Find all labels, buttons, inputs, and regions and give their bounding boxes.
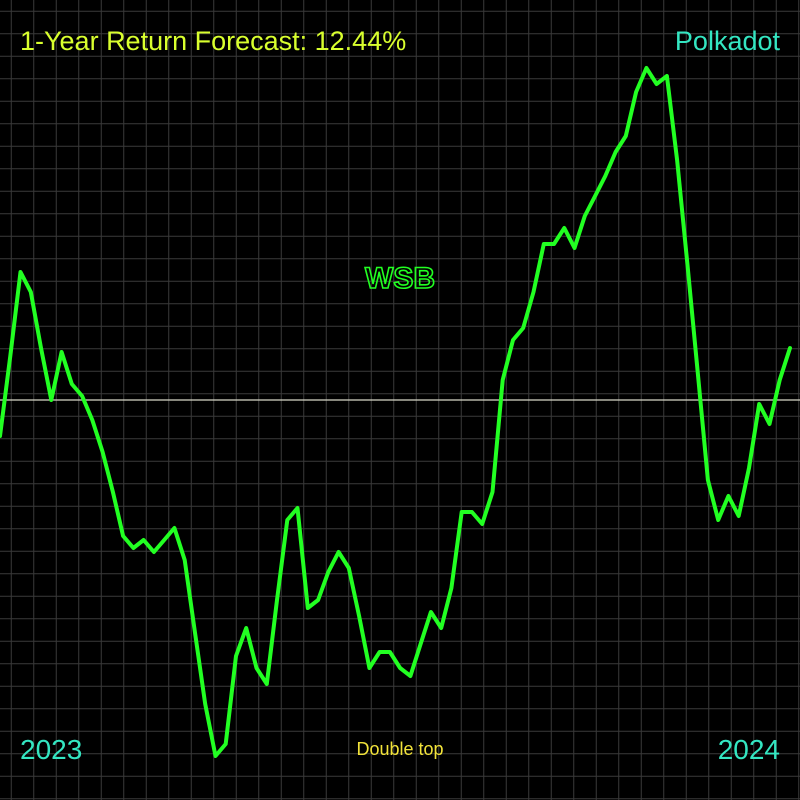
end-year-label: 2024 — [717, 734, 780, 765]
chart-title: 1-Year Return Forecast: 12.44% — [20, 26, 407, 56]
start-year-label: 2023 — [20, 734, 83, 765]
pattern-annotation: Double top — [356, 739, 444, 759]
price-series-line — [0, 66, 792, 758]
asset-name: Polkadot — [674, 26, 780, 56]
wsb-watermark: WSB — [365, 262, 435, 295]
